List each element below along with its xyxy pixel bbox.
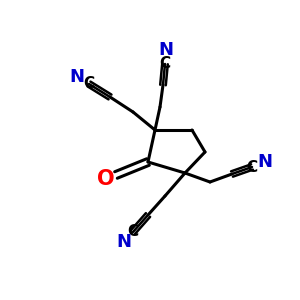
Text: N: N xyxy=(70,68,85,85)
Text: N: N xyxy=(159,41,174,59)
Text: N: N xyxy=(258,153,273,171)
Text: O: O xyxy=(97,169,115,189)
Text: C: C xyxy=(83,76,94,92)
Text: C: C xyxy=(128,224,139,239)
Text: C: C xyxy=(246,160,258,175)
Text: C: C xyxy=(159,56,171,71)
Text: N: N xyxy=(116,233,131,251)
